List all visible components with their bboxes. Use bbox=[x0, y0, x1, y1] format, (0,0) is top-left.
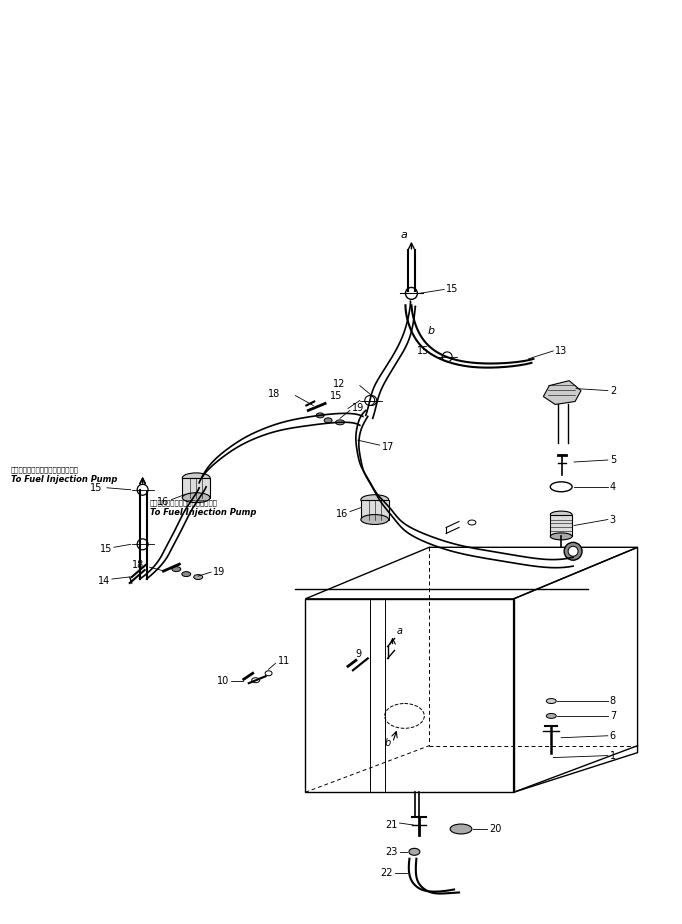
Text: 3: 3 bbox=[610, 515, 616, 525]
Ellipse shape bbox=[182, 473, 210, 483]
Text: 23: 23 bbox=[385, 846, 398, 857]
Ellipse shape bbox=[194, 575, 203, 579]
Text: 14: 14 bbox=[98, 576, 110, 586]
Ellipse shape bbox=[137, 539, 148, 550]
Text: a: a bbox=[401, 230, 408, 240]
Ellipse shape bbox=[172, 566, 181, 572]
Ellipse shape bbox=[182, 492, 210, 503]
Text: 1: 1 bbox=[610, 750, 616, 760]
Text: 19: 19 bbox=[213, 567, 225, 578]
Text: 22: 22 bbox=[380, 868, 393, 878]
Text: 19: 19 bbox=[352, 404, 364, 413]
Text: 5: 5 bbox=[610, 455, 616, 465]
Text: 7: 7 bbox=[610, 711, 616, 721]
Ellipse shape bbox=[361, 515, 389, 525]
Ellipse shape bbox=[406, 287, 417, 299]
Text: 2: 2 bbox=[610, 385, 616, 395]
Ellipse shape bbox=[336, 419, 344, 425]
Text: 10: 10 bbox=[217, 676, 229, 687]
Ellipse shape bbox=[182, 572, 191, 577]
Ellipse shape bbox=[316, 413, 324, 418]
Text: 12: 12 bbox=[333, 379, 345, 389]
Ellipse shape bbox=[265, 671, 272, 675]
Text: 11: 11 bbox=[278, 656, 290, 666]
Text: 15: 15 bbox=[329, 391, 342, 400]
Text: 15: 15 bbox=[89, 482, 102, 492]
Ellipse shape bbox=[568, 546, 578, 556]
Text: 8: 8 bbox=[610, 696, 616, 706]
Ellipse shape bbox=[546, 713, 557, 718]
Bar bbox=[361, 500, 389, 519]
Text: b: b bbox=[385, 737, 391, 748]
Text: フェエルインジェクションポンプへ: フェエルインジェクションポンプへ bbox=[149, 499, 218, 506]
Text: 21: 21 bbox=[385, 820, 398, 830]
Text: 15: 15 bbox=[100, 544, 112, 554]
Text: 4: 4 bbox=[610, 481, 616, 492]
Text: フェエルインジェクションポンプへ: フェエルインジェクションポンプへ bbox=[11, 467, 78, 473]
Text: 13: 13 bbox=[555, 346, 567, 356]
Ellipse shape bbox=[252, 677, 260, 683]
Ellipse shape bbox=[550, 511, 572, 518]
Bar bbox=[182, 478, 210, 498]
Ellipse shape bbox=[365, 395, 374, 406]
Ellipse shape bbox=[367, 395, 376, 406]
Polygon shape bbox=[544, 381, 581, 405]
Ellipse shape bbox=[442, 352, 452, 362]
Text: 6: 6 bbox=[610, 731, 616, 741]
Text: 9: 9 bbox=[355, 650, 361, 660]
Text: a: a bbox=[396, 626, 402, 636]
Text: b: b bbox=[428, 326, 435, 336]
Ellipse shape bbox=[550, 533, 572, 540]
Ellipse shape bbox=[137, 484, 148, 495]
Text: 16: 16 bbox=[336, 508, 348, 518]
Text: 15: 15 bbox=[446, 285, 458, 295]
Text: 18: 18 bbox=[132, 560, 145, 570]
Text: To Fuel Injection Pump: To Fuel Injection Pump bbox=[149, 508, 256, 517]
Text: 18: 18 bbox=[268, 389, 280, 398]
Ellipse shape bbox=[409, 848, 420, 856]
Text: 20: 20 bbox=[489, 824, 501, 834]
Ellipse shape bbox=[546, 699, 557, 703]
Bar bbox=[550, 515, 572, 537]
Text: 17: 17 bbox=[382, 442, 394, 452]
Ellipse shape bbox=[361, 494, 389, 505]
Ellipse shape bbox=[564, 542, 582, 560]
Ellipse shape bbox=[450, 824, 472, 834]
Text: 16: 16 bbox=[157, 497, 169, 506]
Text: To Fuel Injection Pump: To Fuel Injection Pump bbox=[11, 475, 117, 484]
Ellipse shape bbox=[324, 418, 332, 423]
Text: 15: 15 bbox=[417, 346, 429, 356]
